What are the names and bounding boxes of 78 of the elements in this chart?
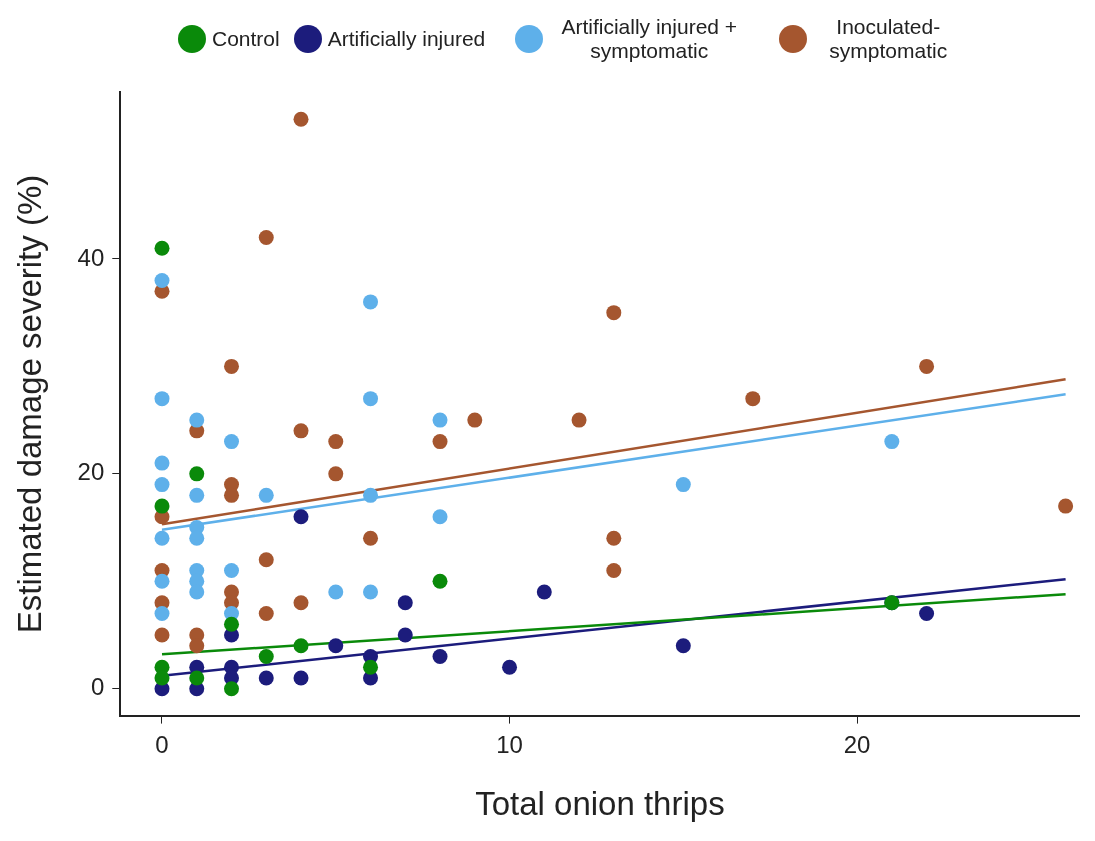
point: [258, 649, 274, 664]
point: [432, 573, 448, 589]
point: [224, 434, 240, 450]
point: [258, 229, 274, 245]
point: [224, 616, 240, 632]
point: [154, 272, 170, 288]
point: [432, 434, 448, 450]
legend-label: Inoculated-symptomatic: [828, 15, 949, 63]
x-axis-title: Total onion thrips: [475, 785, 725, 823]
legend-label: Artificially injured + symptomatic: [560, 15, 739, 63]
point: [606, 563, 622, 579]
point: [675, 638, 691, 654]
point: [397, 595, 413, 611]
point: [467, 412, 483, 428]
point: [189, 530, 205, 546]
point: [189, 638, 205, 654]
point: [363, 294, 379, 310]
point: [224, 358, 240, 374]
point: [154, 530, 170, 546]
point: [154, 391, 170, 407]
point: [258, 670, 274, 686]
point: [363, 391, 379, 407]
point: [154, 240, 170, 256]
y-tick-label: 40: [77, 243, 105, 271]
point: [154, 455, 170, 471]
point: [363, 487, 379, 503]
point: [328, 466, 344, 482]
point: [328, 584, 344, 600]
point: [293, 638, 309, 654]
point: [154, 498, 170, 514]
point: [675, 477, 691, 493]
point: [1058, 498, 1074, 514]
point: [363, 584, 379, 600]
point: [919, 358, 935, 374]
point: [606, 305, 622, 321]
point: [328, 434, 344, 450]
point: [258, 487, 274, 503]
point: [189, 584, 205, 600]
point: [432, 509, 448, 525]
point: [154, 606, 170, 622]
x-tick-label: 10: [496, 730, 523, 758]
point: [293, 670, 309, 686]
y-tick-label: 20: [77, 458, 105, 486]
y-tick-label: 0: [90, 673, 105, 701]
x-tick-label: 0: [155, 730, 169, 758]
point: [258, 552, 274, 568]
point: [189, 670, 205, 686]
point: [154, 627, 170, 643]
point: [432, 649, 448, 664]
point: [397, 627, 413, 643]
point: [293, 423, 309, 439]
point: [328, 638, 344, 654]
point: [189, 487, 205, 503]
point: [536, 584, 552, 600]
legend-label: Control: [212, 27, 280, 51]
legend-label: Artificially injured: [327, 27, 486, 51]
point: [293, 509, 309, 525]
point: [363, 659, 379, 675]
point: [293, 595, 309, 611]
x-tick-label: 20: [843, 730, 871, 758]
y-axis-title: Estimated damage severity (%): [10, 174, 48, 634]
point: [224, 681, 240, 697]
point: [154, 573, 170, 589]
point: [884, 434, 900, 450]
point: [293, 111, 309, 127]
point: [154, 670, 170, 686]
point: [258, 606, 274, 622]
point: [189, 412, 205, 428]
point: [154, 477, 170, 493]
point: [224, 563, 240, 579]
point: [189, 466, 205, 482]
point: [606, 530, 622, 546]
point: [745, 391, 761, 407]
point: [502, 659, 518, 675]
point: [363, 530, 379, 546]
point: [432, 412, 448, 428]
point: [571, 412, 587, 428]
point: [919, 606, 935, 622]
